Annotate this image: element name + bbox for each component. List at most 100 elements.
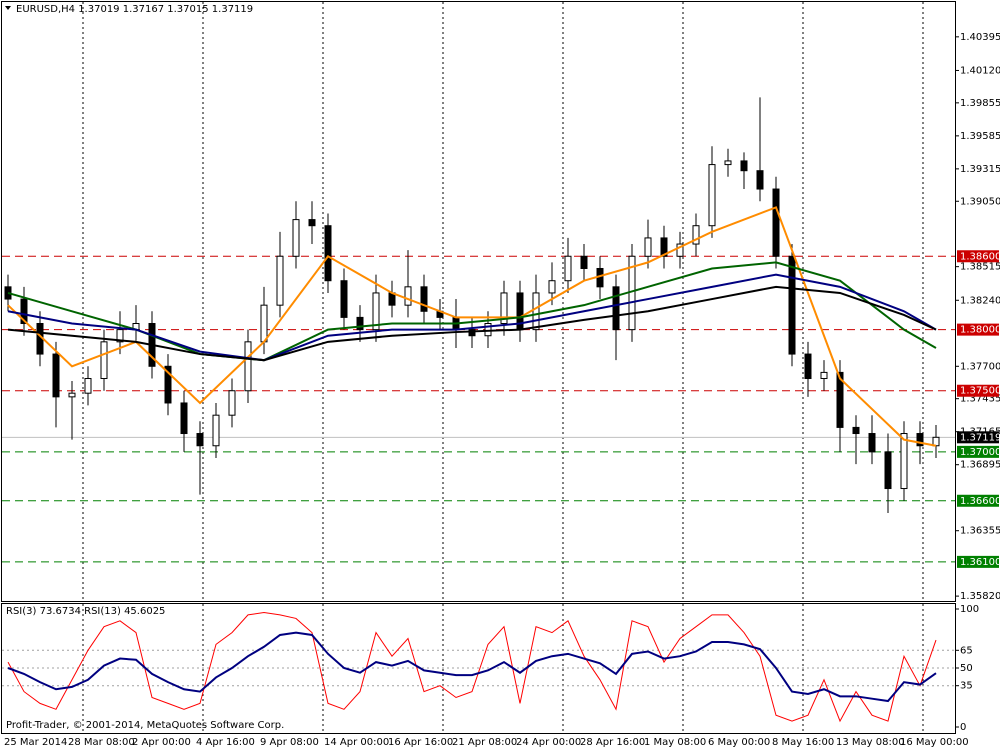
- candle-body: [676, 243, 684, 257]
- candle-body: [484, 323, 492, 337]
- level-tag: [957, 445, 999, 458]
- candle-body: [404, 286, 412, 306]
- level-label: 1.38600: [960, 251, 1000, 262]
- moving-average: [7, 261, 937, 362]
- y-tick-label: 100: [960, 604, 979, 615]
- level-label: 1.36100: [960, 557, 1000, 568]
- x-tick-label: 4 Apr 16:00: [196, 737, 255, 748]
- candle-body: [180, 402, 188, 435]
- y-tick-label: 1.39855: [960, 98, 1000, 109]
- x-tick-label: 16 Apr 16:00: [388, 737, 453, 748]
- y-tick-label: 1.38240: [960, 295, 1000, 306]
- level-tag: [957, 323, 999, 336]
- candle-body: [100, 341, 108, 380]
- candle-body: [468, 329, 476, 337]
- candle-body: [244, 341, 252, 392]
- candle-body: [52, 353, 60, 398]
- y-tick-label: 1.37435: [960, 394, 1000, 405]
- candle-body: [84, 378, 92, 394]
- candle-body: [340, 280, 348, 318]
- rsi-line: [7, 612, 937, 723]
- y-tick-label: 35: [960, 681, 973, 692]
- y-tick-label: 1.39585: [960, 131, 1000, 142]
- candle-body: [228, 390, 236, 416]
- y-tick-label: 1.40395: [960, 32, 1000, 43]
- last-price-tag: [957, 431, 999, 444]
- candle-body: [884, 451, 892, 490]
- candle-body: [20, 298, 28, 325]
- candle-body: [580, 255, 588, 269]
- candle-body: [820, 371, 828, 380]
- candle-body: [724, 160, 732, 166]
- candle-body: [660, 237, 668, 257]
- moving-average: [7, 206, 937, 447]
- candle-body: [500, 292, 508, 325]
- x-tick-label: 6 May 00:00: [708, 737, 770, 748]
- x-tick-label: 28 Apr 16:00: [580, 737, 645, 748]
- candle-body: [196, 433, 204, 447]
- candle-body: [324, 225, 332, 282]
- level-label: 1.36600: [960, 496, 1000, 507]
- level-label: 1.38000: [960, 325, 1000, 336]
- moving-average: [7, 273, 937, 362]
- level-tag: [957, 494, 999, 507]
- candle-body: [868, 433, 876, 453]
- candle-body: [612, 286, 620, 331]
- candle-body: [804, 353, 812, 380]
- candle-body: [788, 255, 796, 355]
- y-tick-label: 65: [960, 645, 973, 656]
- chart-title: EURUSD,H4 1.37019 1.37167 1.37015 1.3711…: [16, 4, 253, 15]
- x-tick-label: 14 Apr 00:00: [324, 737, 389, 748]
- candle-body: [740, 160, 748, 172]
- y-tick-label: 1.39315: [960, 164, 1000, 175]
- candle-body: [852, 426, 860, 435]
- level-label: 1.37500: [960, 386, 1000, 397]
- level-tag: [957, 384, 999, 397]
- x-tick-label: 1 May 08:00: [644, 737, 706, 748]
- rsi-title: RSI(3) 73.6734 RSI(13) 45.6025: [6, 606, 165, 617]
- candle-body: [836, 371, 844, 428]
- y-tick-label: 1.36355: [960, 526, 1000, 537]
- main-frame: [1, 1, 956, 602]
- candle-body: [708, 164, 716, 227]
- level-tag: [957, 555, 999, 568]
- candle-body: [212, 414, 220, 447]
- moving-average: [7, 285, 937, 362]
- candle-body: [420, 286, 428, 312]
- last-price-label: 1.37119: [960, 432, 1000, 443]
- candle-body: [692, 225, 700, 245]
- candle-body: [900, 433, 908, 490]
- y-tick-label: 1.39050: [960, 196, 1000, 207]
- x-tick-label: 13 May 08:00: [836, 737, 905, 748]
- candle-body: [916, 433, 924, 447]
- x-tick-label: 2 Apr 00:00: [132, 737, 191, 748]
- candle-body: [292, 219, 300, 257]
- candle-body: [772, 188, 780, 257]
- candle-body: [532, 292, 540, 331]
- candle-body: [564, 255, 572, 282]
- candle-body: [756, 170, 764, 190]
- menu-icon[interactable]: [5, 6, 11, 10]
- candle-body: [260, 304, 268, 343]
- y-tick-label: 1.36895: [960, 460, 1000, 471]
- rsi-line: [7, 631, 937, 703]
- watermark: Profit-Trader, © 2001-2014, MetaQuotes S…: [6, 720, 284, 731]
- y-tick-label: 50: [960, 663, 973, 674]
- candle-body: [116, 329, 124, 343]
- x-tick-label: 25 Mar 2014: [4, 737, 67, 748]
- x-tick-label: 21 Apr 08:00: [452, 737, 517, 748]
- candle-body: [68, 392, 76, 398]
- y-tick-label: 0: [960, 722, 966, 733]
- x-tick-label: 24 Apr 00:00: [516, 737, 581, 748]
- level-tag: [957, 250, 999, 263]
- candle-body: [372, 292, 380, 331]
- candle-body: [356, 316, 364, 331]
- y-tick-label: 1.37700: [960, 361, 1000, 372]
- x-tick-label: 9 Apr 08:00: [260, 737, 319, 748]
- x-tick-label: 16 May 00:00: [900, 737, 969, 748]
- y-tick-label: 1.40120: [960, 65, 1000, 76]
- candle-body: [276, 255, 284, 306]
